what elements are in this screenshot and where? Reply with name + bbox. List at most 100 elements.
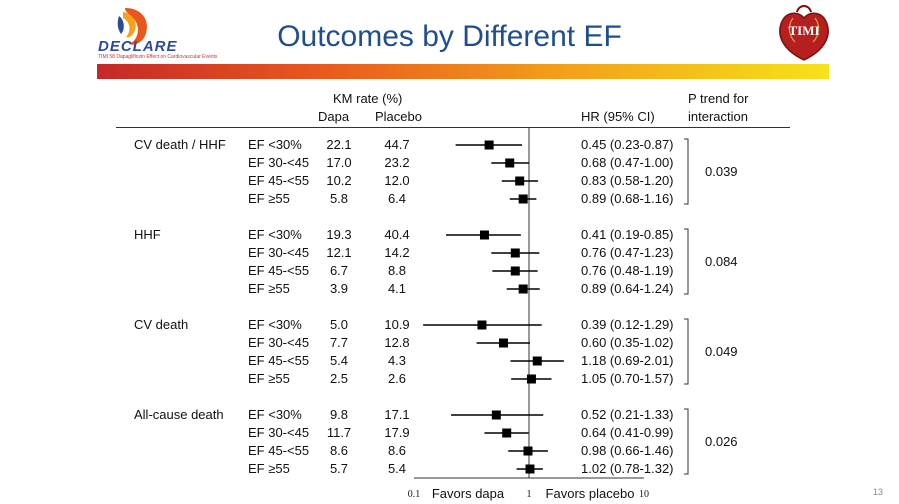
dapa-km-rate: 9.8 — [329, 407, 349, 422]
hr-ci-label: 0.52 (0.21-1.33) — [581, 407, 674, 422]
dapa-km-rate: 5.0 — [329, 317, 349, 332]
hr-point — [491, 410, 501, 420]
hr-ci-label: 0.98 (0.66-1.46) — [581, 443, 674, 458]
page-title: Outcomes by Different EF — [277, 20, 622, 53]
hr-ci-label: 0.89 (0.64-1.24) — [581, 281, 674, 296]
placebo-km-rate: 17.1 — [384, 407, 410, 422]
hr-ci-label: 0.41 (0.19-0.85) — [581, 227, 674, 242]
header-km-rate: KM rate (%) — [333, 91, 403, 106]
hr-point — [532, 356, 542, 366]
ef-category-label: EF ≥55 — [248, 191, 290, 206]
hr-ci-label: 1.18 (0.69-2.01) — [581, 353, 674, 368]
placebo-km-rate: 44.7 — [384, 137, 410, 152]
hr-ci-label: 0.60 (0.35-1.02) — [581, 335, 674, 350]
hr-ci-label: 0.76 (0.48-1.19) — [581, 263, 674, 278]
header-placebo: Placebo — [375, 109, 422, 124]
x-tick-label: 10 — [639, 489, 649, 500]
hr-ci-label: 1.05 (0.70-1.57) — [581, 371, 674, 386]
ef-category-label: EF 30-<45 — [248, 155, 310, 170]
hr-ci-label: 0.76 (0.47-1.23) — [581, 245, 674, 260]
logo-subtitle: TIMI 58 Dapagliflozin Effect on Cardiova… — [98, 54, 218, 60]
ef-category-label: EF 30-<45 — [248, 425, 310, 440]
placebo-km-rate: 8.8 — [387, 263, 407, 278]
timi-logo-label: TIMI — [788, 23, 820, 38]
placebo-km-rate: 14.2 — [384, 245, 410, 260]
group-bracket — [684, 318, 689, 385]
outcome-label: CV death / HHF — [134, 137, 226, 152]
dapa-km-rate: 11.7 — [326, 425, 352, 440]
x-tick-label: 1 — [527, 489, 532, 500]
hr-point — [502, 428, 512, 438]
placebo-km-rate: 8.6 — [387, 443, 407, 458]
hr-point — [518, 284, 528, 294]
ef-category-label: EF 30-<45 — [248, 335, 310, 350]
hr-point — [515, 176, 525, 186]
outcome-label: CV death — [134, 317, 189, 332]
placebo-km-rate: 23.2 — [384, 155, 410, 170]
placebo-km-rate: 12.8 — [384, 335, 410, 350]
ef-category-label: EF <30% — [248, 317, 302, 332]
placebo-km-rate: 2.6 — [387, 371, 407, 386]
dapa-km-rate: 3.9 — [329, 281, 349, 296]
hr-point — [510, 248, 520, 258]
dapa-km-rate: 12.1 — [326, 245, 352, 260]
ef-category-label: EF 45-<55 — [248, 353, 310, 368]
hr-point — [505, 158, 515, 168]
logo-wordmark: DECLARE — [98, 38, 178, 55]
hr-ci-label: 0.64 (0.41-0.99) — [581, 425, 674, 440]
header-p-trend-line1: P trend for — [688, 91, 749, 106]
p-trend-value: 0.049 — [705, 344, 738, 359]
timi-logo — [779, 5, 829, 61]
hr-point — [526, 374, 536, 384]
hr-point — [479, 230, 489, 240]
hr-ci-label: 0.39 (0.12-1.29) — [581, 317, 674, 332]
hr-point — [510, 266, 520, 276]
p-trend-value: 0.026 — [705, 434, 738, 449]
dapa-km-rate: 5.4 — [329, 353, 349, 368]
hr-ci-label: 0.45 (0.23-0.87) — [581, 137, 674, 152]
hr-ci-label: 0.89 (0.68-1.16) — [581, 191, 674, 206]
dapa-km-rate: 5.8 — [329, 191, 349, 206]
dapa-km-rate: 2.5 — [329, 371, 349, 386]
favors-dapa-label: Favors dapa — [432, 486, 505, 501]
x-tick-label: 0.1 — [408, 489, 421, 500]
hr-ci-label: 0.68 (0.47-1.00) — [581, 155, 674, 170]
hr-point — [525, 464, 535, 474]
dapa-km-rate: 8.6 — [329, 443, 349, 458]
header-dapa: Dapa — [318, 109, 350, 124]
dapa-km-rate: 10.2 — [326, 173, 352, 188]
ef-category-label: EF <30% — [248, 227, 302, 242]
ef-category-label: EF <30% — [248, 407, 302, 422]
ef-category-label: EF ≥55 — [248, 281, 290, 296]
ef-category-label: EF ≥55 — [248, 371, 290, 386]
hr-ci-label: 0.83 (0.58-1.20) — [581, 173, 674, 188]
placebo-km-rate: 4.3 — [387, 353, 407, 368]
ef-category-label: EF <30% — [248, 137, 302, 152]
placebo-km-rate: 6.4 — [387, 191, 407, 206]
placebo-km-rate: 5.4 — [387, 461, 407, 476]
hr-point — [484, 140, 494, 150]
header-hr: HR (95% CI) — [581, 109, 655, 124]
header-rule — [116, 127, 790, 128]
placebo-km-rate: 10.9 — [384, 317, 410, 332]
dapa-km-rate: 17.0 — [326, 155, 352, 170]
group-bracket — [684, 408, 689, 475]
dapa-km-rate: 7.7 — [329, 335, 349, 350]
dapa-km-rate: 5.7 — [329, 461, 349, 476]
hr-point — [498, 338, 508, 348]
dapa-km-rate: 6.7 — [329, 263, 349, 278]
title-gradient-bar — [97, 64, 829, 79]
ef-category-label: EF 45-<55 — [248, 263, 310, 278]
p-trend-value: 0.084 — [705, 254, 738, 269]
hr-point — [477, 320, 487, 330]
ef-category-label: EF 45-<55 — [248, 443, 310, 458]
dapa-km-rate: 22.1 — [326, 137, 352, 152]
ef-category-label: EF 30-<45 — [248, 245, 310, 260]
placebo-km-rate: 17.9 — [384, 425, 410, 440]
header-p-trend-line2: interaction — [688, 109, 748, 124]
hr-ci-label: 1.02 (0.78-1.32) — [581, 461, 674, 476]
dapa-km-rate: 19.3 — [326, 227, 352, 242]
ef-category-label: EF 45-<55 — [248, 173, 310, 188]
placebo-km-rate: 40.4 — [384, 227, 410, 242]
